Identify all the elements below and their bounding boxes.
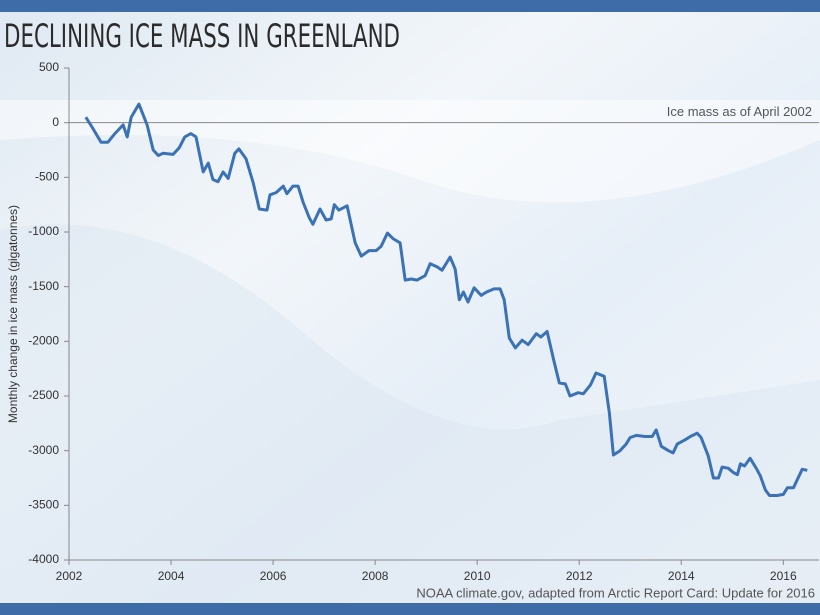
- snow-shadow: [0, 224, 820, 603]
- x-tick-label: 2004: [158, 569, 185, 583]
- x-tick-label: 2002: [56, 569, 83, 583]
- data-line: [84, 102, 808, 497]
- snow-highlight: [0, 100, 820, 203]
- top-bar: [0, 0, 820, 12]
- y-tick-label: -2000: [28, 334, 59, 348]
- x-tick-label: 2010: [464, 569, 491, 583]
- x-tick-label: 2006: [260, 569, 287, 583]
- y-tick-label: -3500: [28, 498, 59, 512]
- y-tick-label: 500: [39, 60, 59, 74]
- chart-title: DECLINING ICE MASS IN GREENLAND: [4, 17, 400, 55]
- bottom-bar: [0, 603, 820, 615]
- x-tick-label: 2016: [770, 569, 797, 583]
- y-tick-label: -3000: [28, 443, 59, 457]
- y-tick-label: -2500: [28, 388, 59, 402]
- x-tick-label: 2008: [362, 569, 389, 583]
- x-tick-label: 2014: [668, 569, 695, 583]
- source-note: NOAA climate.gov, adapted from Arctic Re…: [416, 585, 815, 600]
- y-tick-label: -1500: [28, 279, 59, 293]
- y-tick-label: -4000: [28, 552, 59, 566]
- y-axis-label: Monthly change in ice mass (gigatonnes): [6, 205, 20, 423]
- y-tick-label: -500: [35, 170, 59, 184]
- annotation: Ice mass as of April 2002: [667, 104, 812, 119]
- x-tick-label: 2012: [566, 569, 593, 583]
- y-tick-label: -1000: [28, 224, 59, 238]
- y-tick-label: 0: [52, 115, 59, 129]
